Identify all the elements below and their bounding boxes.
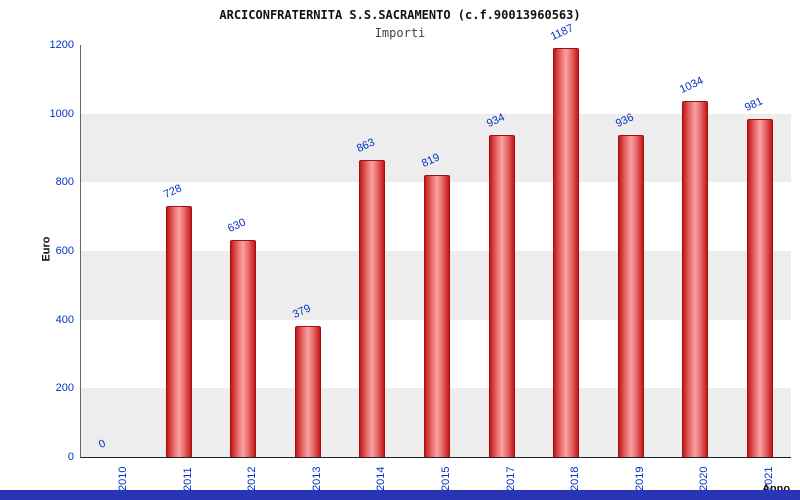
- y-tick-label: 400: [55, 313, 74, 326]
- x-tick-label: 2010: [117, 466, 130, 491]
- y-tick-label: 800: [55, 176, 74, 189]
- x-tick-label: 2015: [440, 466, 452, 491]
- x-tick-label: 2017: [504, 466, 517, 491]
- x-tick-label: 2019: [633, 466, 646, 491]
- x-tick-label: 2020: [698, 466, 711, 491]
- y-tick-label: 0: [67, 451, 74, 463]
- bar: [682, 101, 709, 457]
- bar: [165, 206, 192, 457]
- plot-band: [81, 45, 791, 114]
- bottom-blue-strip: [0, 490, 800, 500]
- y-axis-label: Euro: [40, 236, 53, 262]
- bar: [359, 159, 386, 457]
- y-tick-label: 1000: [49, 107, 74, 120]
- x-tick-label: 2011: [181, 467, 194, 491]
- bar: [617, 134, 644, 457]
- chart-subtitle: Importi: [374, 26, 426, 40]
- y-tick-label: 600: [55, 245, 74, 257]
- x-tick-label: 2018: [569, 466, 582, 491]
- bar: [488, 135, 515, 457]
- bar: [294, 325, 321, 457]
- plot-band: [81, 113, 791, 183]
- x-tick-label: 2013: [310, 466, 323, 491]
- bar: [424, 174, 450, 457]
- y-tick-label: 200: [55, 382, 74, 395]
- x-tick-label: 2014: [375, 466, 388, 491]
- y-tick-label: 1200: [49, 39, 74, 51]
- plot-area: [80, 44, 791, 458]
- bar: [230, 239, 257, 457]
- chart-title: ARCICONFRATERNITA S.S.SACRAMENTO (c.f.90…: [219, 8, 581, 22]
- bar: [746, 119, 773, 457]
- bar: [553, 48, 580, 457]
- gridline: [81, 44, 791, 45]
- x-tick-label: 2012: [246, 466, 259, 491]
